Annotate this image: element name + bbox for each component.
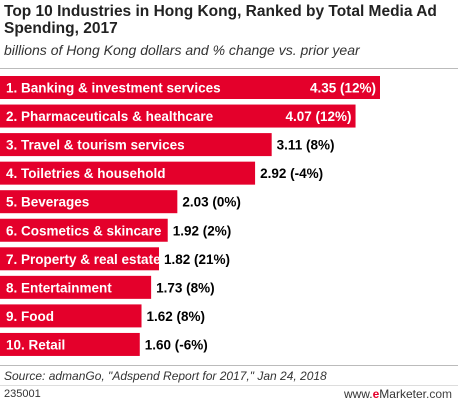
bar xyxy=(0,247,159,271)
chart-id: 235001 xyxy=(4,388,41,400)
brand-prefix: www. xyxy=(343,387,373,401)
bar xyxy=(0,275,152,299)
value-label: 1.92 (2%) xyxy=(173,223,232,238)
category-label: 7. Property & real estate xyxy=(6,252,161,267)
value-label: 2.92 (-4%) xyxy=(260,166,323,181)
brand-suffix: .com xyxy=(425,387,452,401)
value-label: 2.03 (0%) xyxy=(182,195,241,210)
value-label: 1.60 (-6%) xyxy=(145,337,208,352)
brand-url: www.eMarketer.com xyxy=(344,387,452,401)
category-label: 2. Pharmaceuticals & healthcare xyxy=(6,109,214,124)
footer-divider xyxy=(0,385,458,386)
value-label: 1.62 (8%) xyxy=(147,309,206,324)
bar xyxy=(0,104,356,128)
category-label: 3. Travel & tourism services xyxy=(6,138,185,153)
value-label: 3.11 (8%) xyxy=(277,138,335,153)
bar xyxy=(0,218,168,242)
bar xyxy=(0,133,272,157)
bar xyxy=(0,161,256,185)
category-label: 10. Retail xyxy=(6,337,65,352)
value-label: 1.82 (21%) xyxy=(164,252,230,267)
chart-title: Top 10 Industries in Hong Kong, Ranked b… xyxy=(4,3,437,37)
chart-subtitle: billions of Hong Kong dollars and % chan… xyxy=(4,42,360,58)
value-label: 4.35 (12%) xyxy=(310,81,376,96)
category-label: 6. Cosmetics & skincare xyxy=(6,223,162,238)
source-note: Source: admanGo, "Adspend Report for 201… xyxy=(4,369,327,383)
bar xyxy=(0,76,380,99)
bar xyxy=(0,332,140,356)
brand-e: e xyxy=(372,387,380,401)
category-label: 8. Entertainment xyxy=(6,280,112,295)
value-label: 4.07 (12%) xyxy=(285,109,351,124)
value-label: 1.73 (8%) xyxy=(156,280,215,295)
top-divider xyxy=(0,68,458,69)
category-label: 9. Food xyxy=(6,309,54,324)
bar xyxy=(0,304,142,328)
brand-name: Marketer xyxy=(379,387,426,401)
bottom-divider xyxy=(0,365,458,366)
bar xyxy=(0,190,178,214)
category-label: 1. Banking & investment services xyxy=(6,81,221,96)
category-label: 5. Beverages xyxy=(6,195,89,210)
category-label: 4. Toiletries & household xyxy=(6,166,166,181)
